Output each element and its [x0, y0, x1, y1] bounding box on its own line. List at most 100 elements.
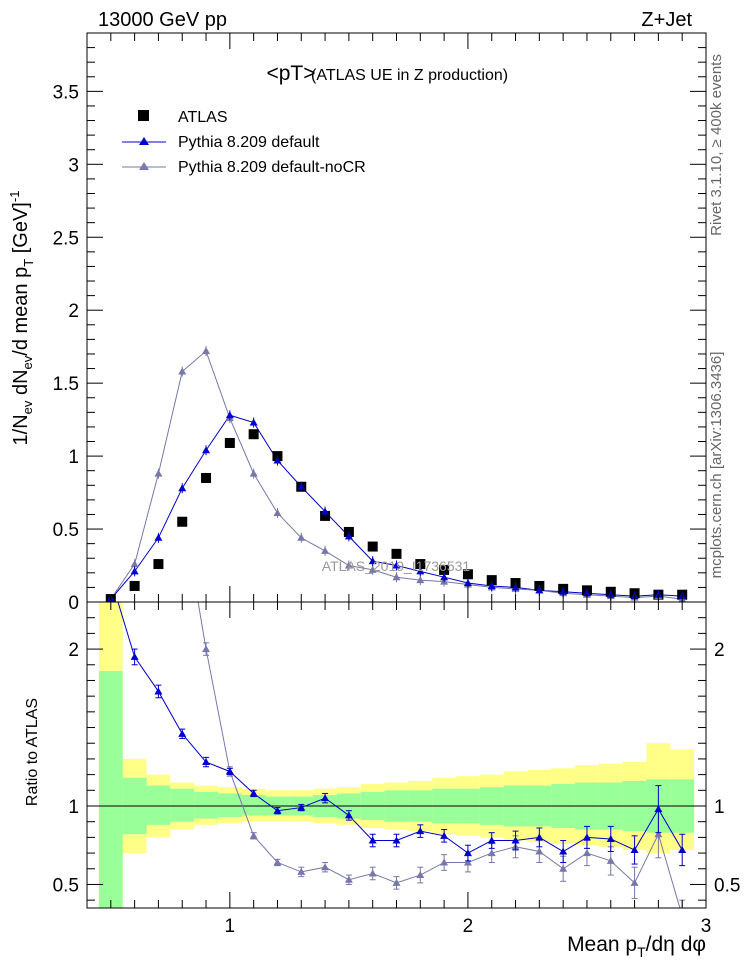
ratio-y-tick-label: 1: [68, 797, 79, 818]
atlas-point: [224, 437, 235, 448]
marker-default: [416, 567, 425, 575]
marker-default: [130, 567, 139, 575]
ratio-marker-default: [297, 803, 306, 811]
x-axis-title: Mean pT/dη dφ: [567, 933, 706, 960]
ratio-marker-nocr: [654, 830, 663, 838]
x-axis-title-text: Mean pT/dη dφ: [567, 933, 706, 960]
ratio-marker-default: [606, 834, 615, 842]
ratio-marker-nocr: [154, 410, 162, 417]
atlas-point: [439, 564, 450, 575]
atlas-point: [177, 516, 188, 527]
marker-default: [154, 533, 163, 541]
ratio-marker-nocr: [107, 174, 115, 181]
marker-default: [344, 532, 353, 540]
atlas-point: [201, 472, 212, 483]
ratio-marker-default: [273, 806, 282, 814]
ratio-marker-nocr: [559, 864, 568, 872]
ratio-marker-default: [249, 789, 258, 797]
legend-label-default: Pythia 8.209 default: [178, 134, 320, 151]
ratio-marker-nocr: [131, 253, 139, 260]
x-tick-label: 3: [701, 916, 712, 937]
legend-square-marker: [138, 110, 149, 121]
main-plot-axes: 0 0.5 1 1.5 2 2.5 3 3.5: [53, 33, 706, 614]
ratio-marker-default: [654, 805, 663, 813]
y-tick-label: 2.5: [53, 228, 79, 249]
ratio-y-tick-label-right: 1: [714, 797, 725, 818]
y-axis-title-text: 1/Nev dNev/d mean pT [GeV]-1: [7, 191, 36, 446]
marker-default: [392, 561, 401, 569]
marker-nocr: [202, 347, 211, 355]
marker-default: [178, 484, 187, 492]
uncertainty-band-green: [194, 791, 218, 819]
legend-triangle-nocr: [139, 162, 149, 170]
ratio-marker-nocr: [678, 912, 686, 919]
y-tick-label: 2: [68, 301, 79, 322]
legend-label-nocr: Pythia 8.209 default-noCR: [178, 159, 366, 176]
ratio-marker-default: [178, 729, 187, 737]
marker-default: [463, 579, 472, 587]
ratio-marker-default: [487, 836, 496, 844]
legend-entry-pythia-default: Pythia 8.209 default: [122, 134, 320, 151]
marker-default: [225, 411, 234, 419]
ratio-marker-nocr: [368, 869, 377, 877]
ratio-marker-nocr: [249, 831, 258, 839]
y-tick-label: 1: [68, 447, 79, 468]
legend-triangle-default: [139, 137, 149, 145]
ratio-marker-default: [630, 845, 639, 853]
ratio-marker-default: [535, 833, 544, 841]
marker-default: [440, 573, 449, 581]
ratio-marker-default: [321, 794, 330, 802]
uncertainty-band-green: [98, 671, 123, 908]
y-tick-label: 3: [68, 155, 79, 176]
y-tick-label: 3.5: [53, 82, 79, 103]
marker-default: [368, 557, 377, 565]
ratio-marker-nocr: [606, 856, 615, 864]
marker-nocr: [368, 565, 377, 573]
ratio-marker-default: [225, 767, 234, 775]
uncertainty-band-green: [146, 785, 171, 825]
energy-label: 13000 GeV pp: [98, 9, 227, 31]
ratio-marker-nocr: [202, 645, 211, 653]
process-label: Z+Jet: [641, 9, 692, 31]
marker-nocr: [392, 573, 401, 581]
analysis-watermark: ATLAS_2019_I1736531: [322, 558, 471, 574]
x-tick-label: 2: [463, 916, 474, 937]
atlas-point: [486, 575, 497, 586]
mcplots-label: mcplots.cern.ch [arXiv:1306.3436]: [708, 352, 725, 579]
y-tick-label: 0: [68, 593, 79, 614]
marker-nocr: [344, 561, 353, 569]
ratio-y-tick-label: 0.5: [53, 875, 79, 896]
legend: ATLAS Pythia 8.209 default Pythia 8.209 …: [122, 109, 366, 176]
marker-default: [535, 586, 544, 594]
legend-entry-atlas: ATLAS: [138, 109, 228, 126]
ratio-marker-default: [202, 758, 211, 766]
marker-nocr: [416, 576, 425, 584]
ratio-marker-default: [582, 833, 591, 841]
ratio-marker-nocr: [487, 849, 496, 857]
marker-default: [487, 581, 496, 589]
marker-default: [321, 507, 330, 515]
ratio-y-tick-label-right: 0.5: [714, 875, 740, 896]
atlas-point: [462, 569, 473, 580]
uncertainty-band-green: [217, 793, 242, 817]
ratio-marker-default: [463, 849, 472, 857]
x-tick-label: 1: [225, 916, 236, 937]
ratio-marker-nocr: [463, 858, 472, 866]
ratio-y-tick-label-right: 2: [714, 640, 725, 661]
ratio-marker-default: [107, 574, 115, 581]
ratio-marker-nocr: [440, 858, 449, 866]
plot-subtitle: (ATLAS UE in Z production): [311, 67, 508, 84]
ratio-marker-default: [154, 687, 163, 695]
ratio-marker-default: [440, 831, 449, 839]
atlas-point: [129, 580, 140, 591]
legend-entry-pythia-nocr: Pythia 8.209 default-noCR: [122, 159, 366, 176]
marker-default: [511, 583, 520, 591]
ratio-marker-nocr: [535, 847, 544, 855]
ratio-marker-default: [511, 836, 520, 844]
ratio-marker-nocr: [297, 867, 306, 875]
ratio-y-axis-title: Ratio to ATLAS: [24, 698, 41, 806]
ratio-marker-default: [344, 811, 353, 819]
marker-default: [559, 587, 568, 595]
main-plot-panel: 0 0.5 1 1.5 2 2.5 3 3.5 <pT> (ATLAS UE in Z pro…: [53, 32, 707, 614]
